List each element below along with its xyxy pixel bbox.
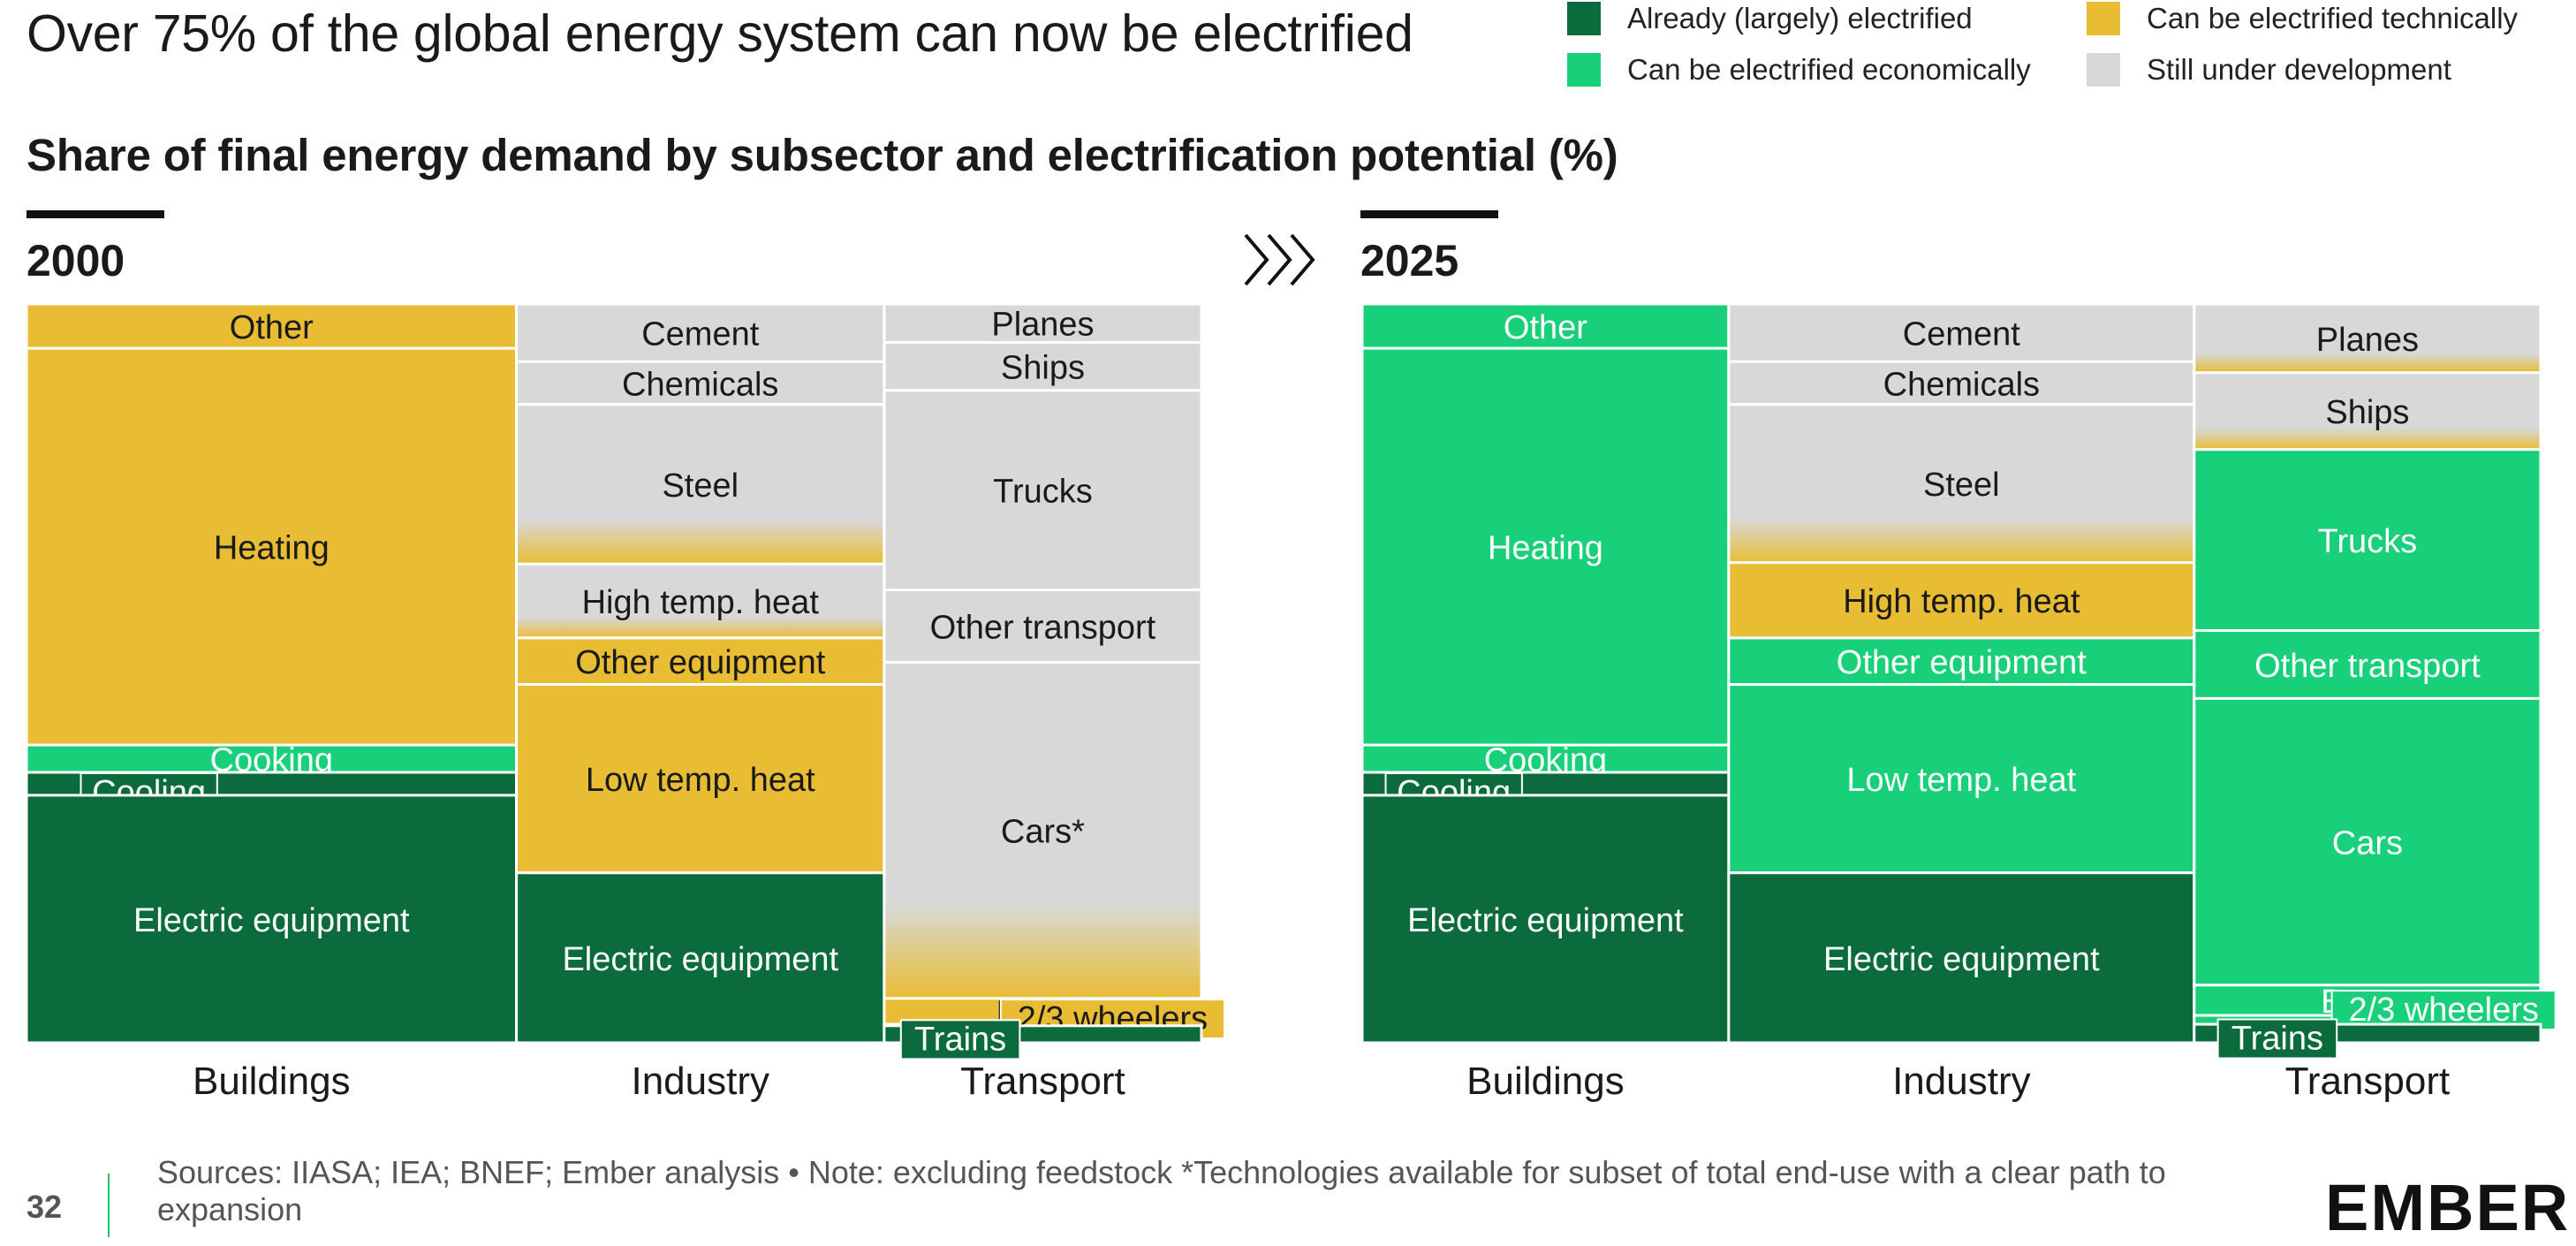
year-accent-bar-2025 [1360,210,1498,218]
segment-2025-buildings-electric-equipment [1360,794,1731,1045]
segment-2025-industry-high-temp-heat-label: High temp. heat [1843,583,2080,620]
segment-2025-transport-other-transport [2193,629,2542,700]
segment-2025-transport-cars [2193,696,2542,987]
segment-2025-industry-electric-equipment-label: Electric equipment [1823,941,2100,978]
sector-label-2000-industry: Industry [631,1060,769,1103]
segment-2025-transport-trains-label: Trains [2231,1021,2323,1058]
sector-label-2025-buildings: Buildings [1466,1060,1625,1103]
segment-2000-buildings-other [25,302,519,350]
legend-item-electrified: Already (largely) electrified [1567,2,1973,35]
sector-label-2025-industry: Industry [1892,1060,2031,1103]
segment-2025-buildings-heating-label: Heating [1488,530,1603,567]
segment-2000-transport-planes [883,302,1203,344]
legend-swatch-electrified [1567,2,1601,35]
legend-swatch-development [2087,53,2120,87]
segment-2000-transport-cars-label: Cars* [1001,814,1085,851]
segment-2000-industry-low-temp-heat-label: Low temp. heat [586,762,815,799]
segment-2025-buildings-cooking [1360,743,1731,774]
segment-2000-industry-other-equipment [515,636,886,687]
sector-label-2025-transport: Transport [2285,1060,2451,1103]
segment-2025-buildings-electric-equipment-label: Electric equipment [1407,902,1684,939]
segment-2000-industry-cement-label: Cement [641,316,759,353]
segment-2025-transport-planes [2193,302,2542,375]
sector-label-2000-transport: Transport [960,1060,1125,1103]
segment-2025-industry-steel [1727,403,2196,565]
segment-2000-industry-steel-label: Steel [662,467,739,505]
page-number: 32 [27,1189,63,1225]
segment-2025-transport-cars-label: Cars [2332,825,2403,862]
segment-2000-buildings-electric-equipment [25,794,519,1045]
segment-2000-industry-cement [515,302,886,363]
segment-2000-transport-ships [883,340,1203,392]
legend-label-technical: Can be electrified technically [2147,2,2519,34]
segment-2025-industry-cement [1727,302,2196,363]
sector-label-2000-buildings: Buildings [193,1060,351,1103]
segment-2025-transport-trucks-label: Trucks [2318,523,2418,560]
footer-divider [108,1174,110,1237]
segment-2025-industry-steel-label: Steel [1923,467,2000,504]
segment-2025-industry-cement-label: Cement [1903,316,2020,353]
segment-2000-transport-planes-label: Planes [991,307,1094,344]
segment-2000-transport-trucks [883,389,1203,592]
segment-2025-transport-ships-label: Ships [2325,394,2409,431]
legend-swatch-economic [1567,53,1601,87]
segment-2025-industry-other-equipment [1727,636,2196,687]
segment-2000-transport-trucks-label: Trucks [993,474,1093,511]
segment-2000-industry-high-temp-heat-label: High temp. heat [582,584,820,621]
segment-2025-buildings-heating [1360,346,1731,747]
sources-note: Sources: IIASA; IEA; BNEF; Ember analysi… [157,1154,2166,1227]
segment-2025-transport-trains-label-box [2216,1018,2338,1060]
segment-2000-industry-low-temp-heat [515,683,886,875]
legend-swatch-technical [2087,2,2120,35]
segment-2000-transport-trains-label-box [899,1019,1021,1060]
year-label-2025: 2025 [1360,236,1459,285]
legend-item-economic: Can be electrified economically [1567,53,2031,87]
segment-2000-transport-other-transport-label: Other transport [930,609,1156,646]
segment-2000-industry-chemicals-label: Chemicals [622,366,778,403]
page-title: Over 75% of the global energy system can… [27,4,1413,63]
segment-2000-buildings-other-label: Other [230,309,314,346]
segment-2000-industry-electric-equipment-label: Electric equipment [562,941,838,978]
legend-item-development: Still under development [2087,53,2451,87]
segment-2025-transport-planes-label: Planes [2316,322,2419,359]
year-label-2000: 2000 [27,236,125,285]
segment-2000-industry-high-temp-heat [515,562,886,640]
segment-2000-industry-chemicals [515,360,886,406]
chart-subtitle: Share of final energy demand by subsecto… [27,130,1618,180]
segment-2025-transport-trucks [2193,448,2542,633]
legend-label-economic: Can be electrified economically [1627,53,2031,86]
segment-2000-buildings-cooking [25,743,519,774]
segment-2000-buildings-heating-label: Heating [214,530,330,567]
legend-label-development: Still under development [2147,53,2451,86]
segment-2025-industry-electric-equipment [1727,871,2196,1045]
segment-2000-transport-ships-label: Ships [1001,350,1085,387]
segment-2000-industry-electric-equipment [515,871,886,1045]
segment-2025-industry-chemicals [1727,360,2196,406]
segment-2025-transport-2-3-wheelers-label: 2/3 wheelers [2348,991,2538,1029]
segment-2025-industry-low-temp-heat-label: Low temp. heat [1846,762,2076,799]
segment-2025-transport-other-transport-label: Other transport [2254,648,2481,685]
segment-2025-industry-other-equipment-label: Other equipment [1837,644,2087,681]
ember-logo: EMBER [2325,1171,2571,1244]
segment-2025-transport-ships [2193,371,2542,452]
segment-2000-industry-steel [515,403,886,566]
segment-2000-buildings-heating [25,346,519,747]
segment-2000-industry-other-equipment-label: Other equipment [575,644,825,681]
segment-2025-industry-chemicals-label: Chemicals [1883,366,2040,403]
legend-label-electrified: Already (largely) electrified [1627,2,1973,34]
segment-2000-transport-trains-label: Trains [914,1021,1006,1058]
segment-2025-buildings-other-label: Other [1504,309,1587,346]
legend-item-technical: Can be electrified technically [2087,2,2518,35]
year-accent-bar-2000 [27,210,164,218]
chevrons-arrow-icon [1244,233,1315,286]
segment-2000-buildings-electric-equipment-label: Electric equipment [133,902,410,939]
